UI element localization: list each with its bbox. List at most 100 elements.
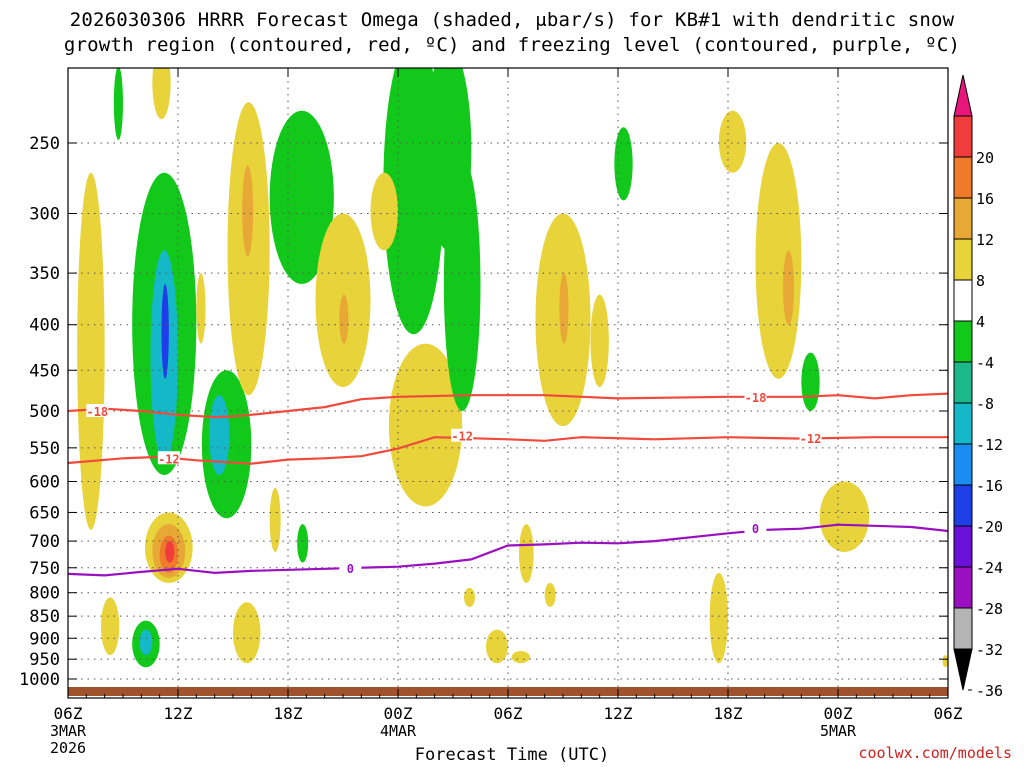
omega-region-pos-39 xyxy=(486,629,508,664)
colorbar-label-4: 8 xyxy=(976,272,985,290)
omega-region-pos-2 xyxy=(77,172,105,530)
colorbar-label-8: -12 xyxy=(976,436,1003,454)
contour-label-bg-2-1 xyxy=(744,521,767,535)
colorbar-label-7: -8 xyxy=(976,395,994,413)
colorbar-label-13: -32 xyxy=(976,641,1003,659)
colorbar-segment-6 xyxy=(953,320,973,363)
contour-neg18-line xyxy=(68,392,948,419)
y-tick-label-850: 850 xyxy=(29,607,60,627)
x-tick-label-0: 06Z xyxy=(54,704,83,723)
contour-label-0-1: -18 xyxy=(745,391,767,405)
contour-label-1-2: -12 xyxy=(451,430,473,444)
omega-region-pos-44 xyxy=(942,655,948,668)
omega-region-pos-10 xyxy=(242,165,254,257)
contour-label-2-0: 0 xyxy=(347,562,354,576)
y-tick-label-1000: 1000 xyxy=(19,670,60,690)
y-tick-label-650: 650 xyxy=(29,503,60,523)
omega-regions xyxy=(77,68,948,668)
omega-region-pos-20 xyxy=(559,273,569,344)
omega-region-pos-35 xyxy=(233,602,261,664)
omega-region-neg-8 xyxy=(209,395,230,475)
colorbar-segment-12 xyxy=(953,566,973,609)
colorbar-segment-13 xyxy=(953,607,973,650)
omega-region-pos-32 xyxy=(101,597,120,656)
contour-label-bg-1-2 xyxy=(451,428,474,442)
colorbar-segment-9 xyxy=(953,443,973,486)
omega-region-pos-6 xyxy=(196,273,206,344)
x-tick-label-5: 12Z xyxy=(604,704,633,723)
y-tick-label-250: 250 xyxy=(29,134,60,154)
chart-title-line1: 2026030306 HRRR Forecast Omega (shaded, … xyxy=(69,9,955,31)
omega-region-neg-11 xyxy=(269,110,334,284)
colorbar-segment-2 xyxy=(953,156,973,199)
contour-label-bg-1-0 xyxy=(157,451,180,465)
y-tick-label-800: 800 xyxy=(29,584,60,604)
colorbar-segment-1 xyxy=(953,115,973,158)
colorbar-segment-4 xyxy=(953,238,973,281)
omega-region-pos-13 xyxy=(339,294,349,344)
colorbar-label-10: -20 xyxy=(976,518,1003,536)
omega-region-pos-31 xyxy=(165,541,175,563)
colorbar-top-arrow xyxy=(953,74,973,117)
contour-0-line xyxy=(68,523,948,577)
omega-region-neg-5 xyxy=(161,283,169,379)
omega-region-pos-27 xyxy=(819,481,870,552)
x-tick-label-1: 12Z xyxy=(164,704,193,723)
omega-region-neg-18 xyxy=(443,158,481,411)
colorbar-label-2: 16 xyxy=(976,190,994,208)
colorbar-label-6: -4 xyxy=(976,354,994,372)
colorbar-label-3: 12 xyxy=(976,231,994,249)
omega-region-pos-23 xyxy=(718,110,747,173)
chart-title-line2: growth region (contoured, red, ºC) and f… xyxy=(63,34,961,56)
y-tick-label-350: 350 xyxy=(29,264,60,284)
contour-label-bg-0-1 xyxy=(744,389,767,403)
contour-label-bg-1-3 xyxy=(799,430,822,444)
omega-region-pos-43 xyxy=(709,572,728,664)
colorbar-segment-7 xyxy=(953,361,973,404)
x-tick-sub2-0: 2026 xyxy=(50,739,86,757)
y-tick-label-400: 400 xyxy=(29,316,60,336)
y-tick-label-700: 700 xyxy=(29,532,60,552)
x-tick-label-8: 06Z xyxy=(934,704,963,723)
colorbar-segment-11 xyxy=(953,525,973,568)
y-tick-label-550: 550 xyxy=(29,439,60,459)
x-tick-sub1-7: 5MAR xyxy=(820,722,857,740)
omega-region-pos-17 xyxy=(388,343,463,507)
contour-label-bg-0-0 xyxy=(86,404,109,417)
contour-label-1-3: -12 xyxy=(800,432,822,446)
contour-label-0-0: -18 xyxy=(86,405,108,419)
y-tick-label-300: 300 xyxy=(29,204,60,224)
omega-region-pos-15 xyxy=(370,172,398,251)
omega-region-neg-22 xyxy=(614,127,633,201)
contour-label-1-0: -12 xyxy=(158,452,180,466)
colorbar-segment-3 xyxy=(953,197,973,240)
x-tick-label-6: 18Z xyxy=(714,704,743,723)
contour-label-2-1: 0 xyxy=(752,522,759,536)
colorbar-label-12: -28 xyxy=(976,600,1003,618)
omega-region-pos-24 xyxy=(755,143,802,379)
colorbar-label-1: 20 xyxy=(976,149,994,167)
x-tick-label-2: 18Z xyxy=(274,704,303,723)
plot-frame xyxy=(67,67,949,699)
omega-region-pos-25 xyxy=(783,250,794,325)
y-tick-label-500: 500 xyxy=(29,402,60,422)
x-tick-sub1-0: 3MAR xyxy=(50,722,87,740)
colorbar-segment-8 xyxy=(953,402,973,445)
omega-region-pos-42 xyxy=(544,582,556,607)
colorbar-label-9: -16 xyxy=(976,477,1003,495)
omega-region-pos-21 xyxy=(590,294,609,388)
colorbar xyxy=(953,74,973,691)
y-tick-label-950: 950 xyxy=(29,650,60,670)
omega-region-pos-1 xyxy=(152,68,171,120)
contour-label-bg-2-0 xyxy=(339,560,362,574)
omega-region-neg-37 xyxy=(297,524,309,563)
y-tick-label-450: 450 xyxy=(29,361,60,381)
colorbar-label-14: -36 xyxy=(976,682,1003,700)
colorbar-label-5: 4 xyxy=(976,313,985,331)
contour-neg12-line xyxy=(68,436,948,465)
credit-text: coolwx.com/models xyxy=(858,744,1012,762)
omega-region-pos-36 xyxy=(269,487,281,552)
omega-region-pos-38 xyxy=(464,587,475,607)
omega-region-neg-0 xyxy=(113,68,123,140)
